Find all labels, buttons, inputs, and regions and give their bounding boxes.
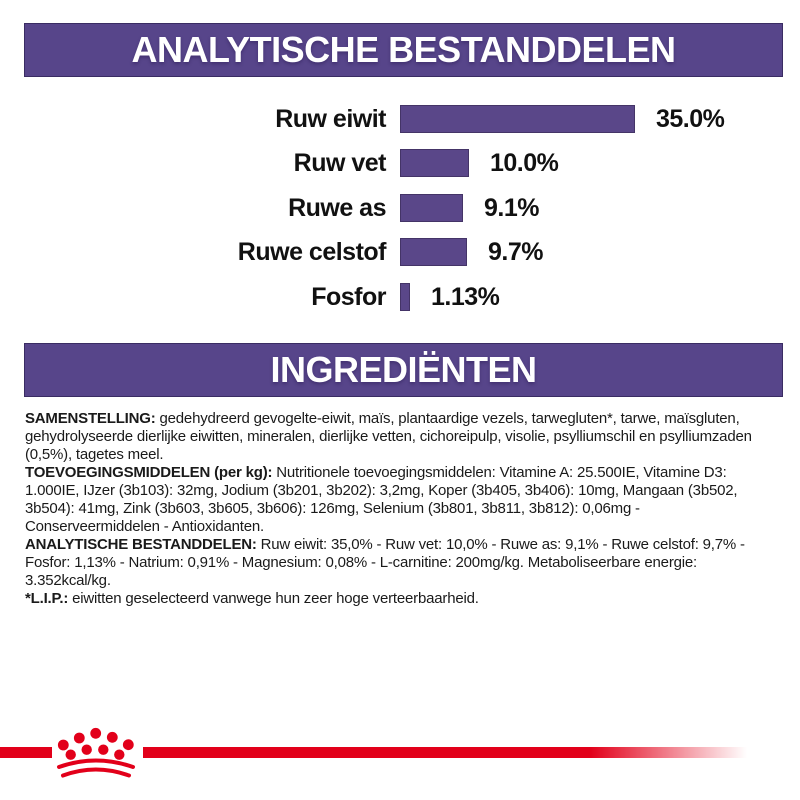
chart-bar [400, 238, 467, 267]
chart-value-label: 1.13% [431, 282, 500, 311]
section-label: ANALYTISCHE BESTANDDELEN: [25, 536, 261, 553]
ingredients-text-block: SAMENSTELLING: gedehydreerd gevogelte-ei… [25, 410, 773, 608]
ingredients-title: INGREDIËNTEN [270, 349, 537, 390]
info-paragraph: *L.I.P.: eiwitten geselecteerd vanwege h… [25, 590, 773, 608]
royal-canin-crown-icon [57, 727, 135, 778]
chart-category-label: Ruw vet [293, 149, 387, 178]
chart-category-label: Ruw eiwit [275, 105, 386, 133]
analytical-constituents-banner: ANALYTISCHE BESTANDDELEN [24, 23, 783, 77]
chart-row: Ruwe as 9.1% [0, 193, 800, 222]
section-label: SAMENSTELLING: [25, 410, 160, 427]
section-text: Ruw eiwit: 35,0% - Ruw vet: 10,0% - Ruwe… [25, 536, 745, 589]
chart-category-label: Ruwe celstof [237, 238, 387, 267]
section-label: TOEVOEGINGSMIDDELEN (per kg): [25, 464, 277, 481]
chart-value-label: 10.0% [490, 149, 559, 178]
chart-bar [400, 193, 463, 222]
chart-category-label: Fosfor [311, 282, 386, 311]
chart-row: Fosfor 1.13% [0, 282, 800, 311]
chart-row: Ruwe celstof 9.7% [0, 238, 800, 267]
section-text: Nutritionele toevoegingsmiddelen: Vitami… [25, 464, 738, 535]
section-text: eiwitten geselecteerd vanwege hun zeer h… [72, 590, 479, 607]
analytical-constituents-title: ANALYTISCHE BESTANDDELEN [131, 29, 676, 70]
ingredients-banner: INGREDIËNTEN [24, 343, 783, 397]
chart-bar [400, 105, 635, 133]
info-paragraph: ANALYTISCHE BESTANDDELEN: Ruw eiwit: 35,… [25, 536, 773, 590]
section-text: gedehydreerd gevogelte-eiwit, maïs, plan… [25, 410, 752, 463]
section-label: *L.I.P.: [25, 590, 73, 607]
chart-bar [400, 149, 469, 178]
info-paragraph: TOEVOEGINGSMIDDELEN (per kg): Nutritione… [25, 464, 773, 536]
info-paragraph: SAMENSTELLING: gedehydreerd gevogelte-ei… [25, 410, 773, 464]
chart-value-label: 9.7% [488, 238, 543, 267]
chart-value-label: 35.0% [656, 105, 725, 133]
chart-row: Ruw eiwit 35.0% [0, 105, 800, 133]
chart-row: Ruw vet 10.0% [0, 149, 800, 178]
footer-red-band-right [143, 747, 747, 758]
footer-red-band-left [0, 747, 52, 758]
chart-bar [400, 282, 410, 311]
chart-category-label: Ruwe as [288, 193, 386, 222]
analytical-constituents-bar-chart: Ruw eiwit 35.0% Ruw vet 10.0% Ruwe as 9.1% Ruw… [0, 0, 800, 330]
chart-value-label: 9.1% [484, 193, 539, 222]
